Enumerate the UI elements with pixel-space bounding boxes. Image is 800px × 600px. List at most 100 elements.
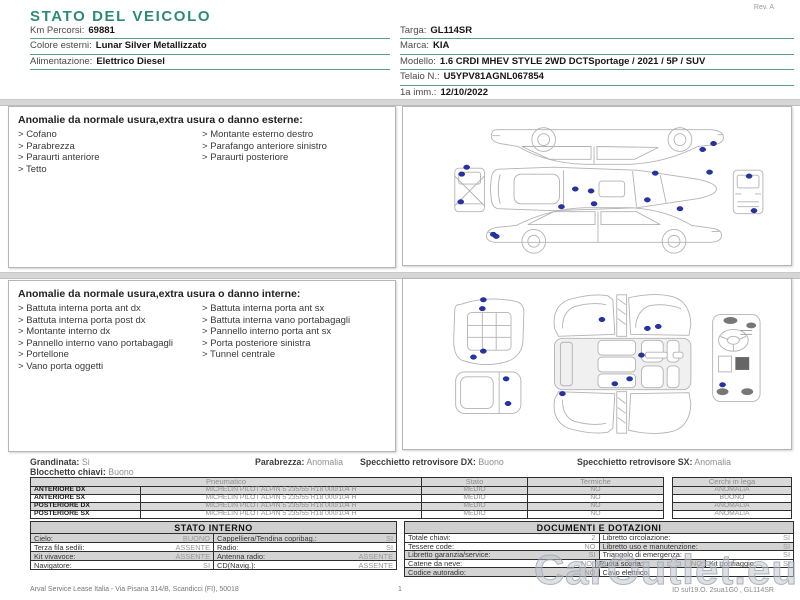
damage-dot (504, 401, 512, 407)
kv-value: SI (783, 533, 790, 543)
anomaly-item: Battuta interna porta ant sx (202, 303, 382, 315)
damage-dot (492, 233, 500, 239)
kv-value: NO (584, 541, 596, 551)
summary-parabrezza: Parabrezza: Anomalia (255, 457, 344, 467)
anomaly-column: CofanoParabrezzaParaurti anterioreTetto (18, 129, 202, 175)
interior-damage-dots (470, 297, 726, 407)
kv-label: Totale chiavi: (408, 533, 451, 543)
anomaly-item: Cofano (18, 129, 198, 141)
damage-dot (719, 382, 726, 388)
anomaly-item: Battuta interna vano portabagagli (202, 315, 382, 327)
revision-label: Rev. A (753, 4, 774, 11)
kv-label: Catene da neve: (408, 559, 463, 569)
kv-label: Codice autoradio: (408, 567, 466, 577)
dashboard-view (712, 314, 761, 403)
anomaly-item: Paraurti posteriore (202, 152, 382, 164)
vehicle-field-row: Alimentazione: Elettrico Diesel (30, 55, 390, 71)
damage-dot (480, 348, 487, 354)
kv-label: Radio: (217, 542, 239, 552)
kv-cell: Codice autoradio: NO (404, 567, 600, 577)
damage-dot (611, 381, 619, 387)
kv-label: Libretto circolazione: (602, 533, 671, 543)
kv-cell: Navigatore: SI (30, 560, 214, 570)
kv-cell: Cavo elettrico: (598, 567, 794, 577)
kv-label: Cappelliera/Tendina copribag.: (217, 533, 317, 543)
interior-damage-diagram-panel (402, 278, 792, 450)
anomaly-item: Pannello interno porta ant sx (202, 326, 382, 338)
kv-row: Navigatore: SI CD(Navig.): ASSENTE (30, 560, 397, 570)
cabin-unfolded-view (553, 294, 692, 434)
interior-anomalies-title: Anomalie da normale usura,extra usura o … (18, 288, 301, 300)
anomaly-item: Vano porta oggetti (18, 361, 198, 373)
exterior-damage-diagram-panel (402, 106, 792, 266)
damage-dot (651, 170, 659, 176)
interior-damage-diagram (453, 294, 761, 434)
field-value: Elettrico Diesel (96, 55, 165, 67)
anomaly-item: Parabrezza (18, 141, 198, 153)
damage-dot (638, 352, 645, 358)
tyre-cell-stato: MEDIO (421, 510, 528, 519)
interior-anomalies-panel: Anomalie da normale usura,extra usura o … (8, 280, 396, 452)
damage-dot (626, 376, 633, 382)
kv-cell: CD(Navig.): ASSENTE (213, 560, 397, 570)
exterior-anomalies-list: CofanoParabrezzaParaurti anterioreTetto … (9, 129, 395, 175)
damage-dot (676, 206, 684, 212)
anomaly-column: Battuta interna porta ant sxBattuta inte… (202, 303, 386, 372)
damage-dot (706, 169, 713, 175)
kv-value: SI (386, 542, 393, 552)
vehicle-field-row: Telaio N.: U5YPV81AGNL067854 (400, 70, 794, 86)
kv-label: Navigatore: (34, 560, 72, 570)
field-value: U5YPV81AGNL067854 (443, 71, 544, 83)
summary-specchietto-dx: Specchietto retrovisore DX: Buono (360, 457, 504, 467)
kv-label: Cavo elettrico: (602, 567, 650, 577)
summary-grandinata: Grandinata: Si (30, 457, 90, 467)
alloy-wheel-row: ANOMALIA (672, 510, 792, 519)
vehicle-fields-left: Km Percorsi: 69881 Colore esterni: Lunar Si… (30, 24, 390, 71)
kv-label: Libretto uso e manutenzione: (602, 541, 698, 551)
interior-anomalies-list: Battuta interna porta ant dxBattuta inte… (9, 303, 395, 372)
footer-document-id: ID suf19.O. 2sua1G0 , GL114SR (672, 587, 774, 594)
kv-value: ASSENTE (358, 551, 394, 561)
summary-blocchetto-chiavi: Blocchetto chiavi: Buono (30, 467, 134, 477)
exterior-anomalies-panel: Anomalie da normale usura,extra usura o … (8, 106, 396, 268)
damage-dot (558, 204, 565, 210)
damage-dot (710, 141, 717, 147)
damage-dot (644, 325, 651, 331)
field-value: 69881 (88, 25, 115, 36)
damage-dot (457, 199, 465, 205)
anomaly-item: Tunnel centrale (202, 349, 382, 361)
damage-dot (458, 171, 466, 177)
alloy-wheel-state: ANOMALIA (672, 510, 792, 519)
field-label: Colore esterni: (30, 40, 92, 52)
anomaly-item: Montante interno dx (18, 326, 198, 338)
damage-dot (644, 197, 651, 203)
kv-label: Cielo: (34, 533, 53, 543)
vehicle-field-row: Targa: GL114SR (400, 24, 794, 40)
anomaly-item: Montante esterno destro (202, 129, 382, 141)
kv-label: Libretto garanzia/service: (408, 550, 491, 560)
damage-dot (750, 208, 758, 214)
anomaly-item: Pannello interno vano portabagagli (18, 338, 198, 350)
vehicle-field-row: Km Percorsi: 69881 (30, 24, 390, 40)
kv-value: SI (386, 533, 393, 543)
damage-dot (463, 164, 470, 170)
damage-dot (559, 391, 566, 397)
kv-label: Ruota scorta: (599, 559, 643, 569)
damage-dot (587, 188, 595, 194)
documenti-dotazioni-table: DOCUMENTI E DOTAZIONI Totale chiavi: 2 Lib… (404, 521, 794, 577)
field-label: Modello: (400, 55, 436, 67)
page-title: STATO DEL VEICOLO (30, 8, 212, 25)
anomaly-column: Battuta interna porta ant dxBattuta inte… (18, 303, 202, 372)
field-value: GL114SR (430, 25, 473, 36)
side-view (485, 207, 722, 254)
exterior-anomalies-title: Anomalie da normale usura,extra usura o … (18, 114, 303, 126)
anomaly-item: Battuta interna porta post dx (18, 315, 198, 327)
kv-value: NO (584, 567, 596, 577)
summary-specchietto-sx: Specchietto retrovisore SX: Anomalia (577, 457, 732, 467)
field-value: 12/10/2022 (440, 86, 488, 98)
documenti-dotazioni-title: DOCUMENTI E DOTAZIONI (404, 521, 794, 534)
section-divider-band (0, 272, 800, 279)
stato-interno-table: STATO INTERNO Cielo: BUONO Cappelliera/Ten… (30, 521, 397, 570)
condition-summary: Grandinata: Si Parabrezza: Anomalia Spec… (30, 457, 795, 477)
